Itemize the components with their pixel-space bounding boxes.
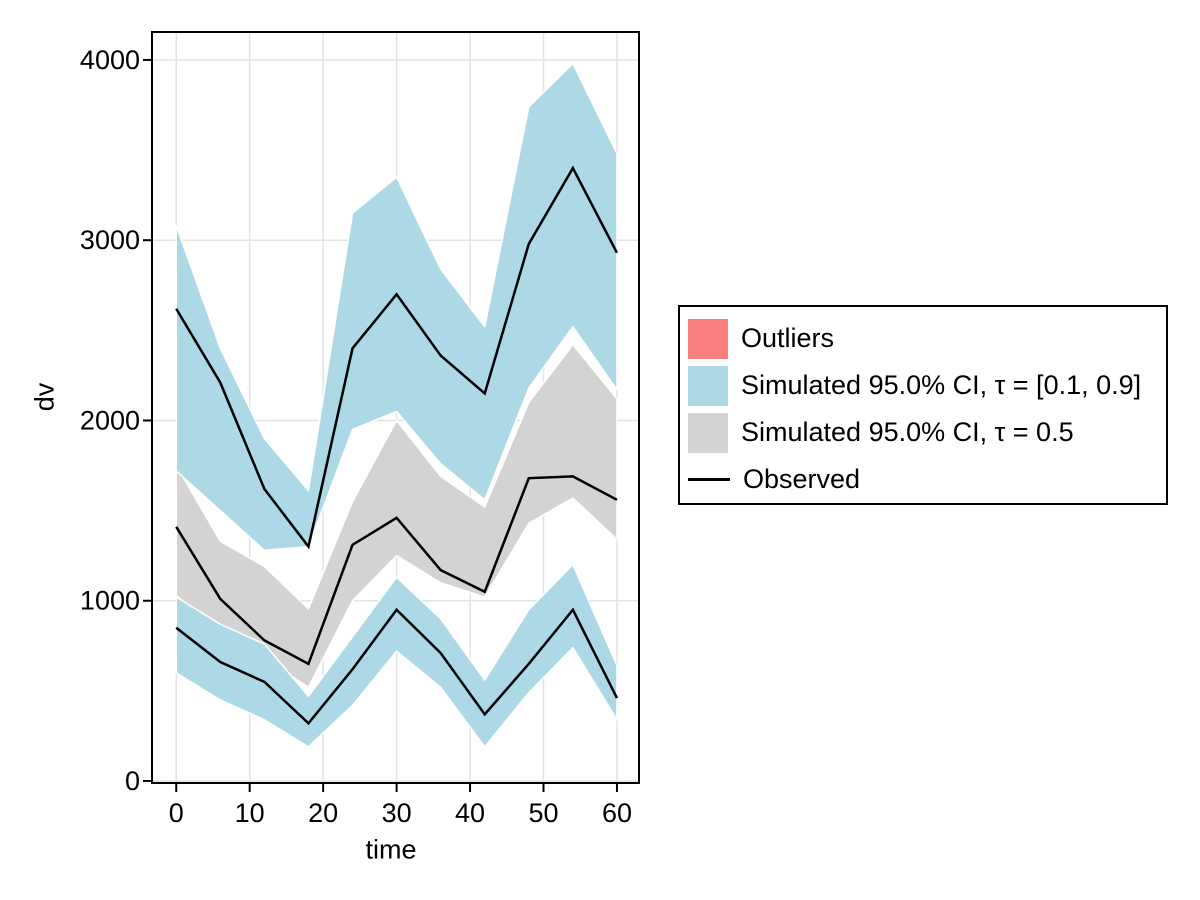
x-tick-label: 0: [169, 798, 184, 828]
observed-line-swatch-icon: [688, 478, 730, 481]
outliers-swatch-icon: [688, 318, 728, 359]
simulated-ci-median-band: [175, 344, 618, 689]
x-axis-label: time: [365, 834, 417, 865]
x-tick-label: 20: [308, 798, 338, 828]
legend-item-outliers: Outliers: [688, 315, 1166, 362]
y-tick-label: 2000: [80, 405, 140, 435]
legend-label-simulated-ci-median: Simulated 95.0% CI, τ = 0.5: [741, 417, 1074, 447]
legend-box: Outliers Simulated 95.0% CI, τ = [0.1, 0…: [678, 305, 1168, 505]
x-tick-label: 40: [455, 798, 485, 828]
x-tick-label: 10: [235, 798, 265, 828]
plot-border: [151, 31, 640, 784]
legend-label-simulated-ci-quantiles: Simulated 95.0% CI, τ = [0.1, 0.9]: [741, 370, 1142, 400]
y-tick-label: 0: [125, 766, 140, 796]
x-tick-label: 60: [602, 798, 632, 828]
simulated-ci-quantiles-swatch-icon: [688, 365, 728, 406]
simulated-ci-upper-quantile-band: [175, 62, 618, 552]
legend-item-observed: Observed: [688, 456, 1166, 503]
y-tick-label: 4000: [80, 45, 140, 75]
x-tick-label: 30: [382, 798, 412, 828]
x-tick-label: 50: [528, 798, 558, 828]
observed-lower-quantile-line: [175, 607, 619, 726]
observed-median-line: [175, 475, 618, 666]
legend-label-outliers: Outliers: [741, 323, 835, 353]
legend-item-simulated-ci-median: Simulated 95.0% CI, τ = 0.5: [688, 409, 1166, 456]
legend-item-simulated-ci-quantiles: Simulated 95.0% CI, τ = [0.1, 0.9]: [688, 362, 1166, 409]
observed-upper-quantile-line: [175, 165, 619, 550]
legend-label-observed: Observed: [743, 464, 861, 494]
y-axis-label: dv: [29, 382, 60, 412]
simulated-ci-median-swatch-icon: [688, 412, 728, 453]
y-tick-label: 1000: [80, 586, 140, 616]
y-tick-label: 3000: [80, 225, 140, 255]
